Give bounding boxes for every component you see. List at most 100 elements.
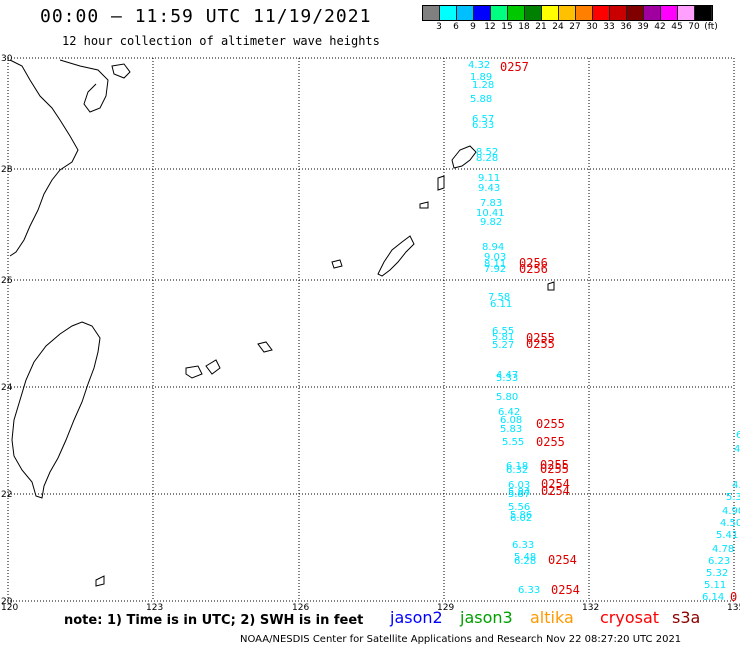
island-1 [437, 175, 445, 191]
pass-time-label: 0254 [541, 484, 570, 498]
swh-value-label: 6.33 [518, 585, 540, 596]
wave-height-map: 302826242220120123126129132135 4.321.891… [1, 54, 740, 610]
swh-value-label: 5.87 [508, 489, 530, 500]
island-4 [257, 341, 273, 353]
okinawa-island [377, 235, 415, 277]
color-swatch [474, 6, 491, 20]
swh-value-label: 5.88 [470, 94, 492, 105]
color-swatch [508, 6, 525, 20]
swh-value-label: 7.83 [480, 198, 502, 209]
pass-time-label: 0 [730, 590, 737, 604]
japan-coast-north [59, 59, 109, 113]
pass-time-label: 0256 [519, 262, 548, 276]
map-subtitle: 12 hour collection of altimeter wave hei… [62, 34, 380, 48]
yaeyama-island [205, 359, 221, 375]
swh-value-label: 5.11 [704, 580, 726, 591]
swh-value-label: 4. [734, 444, 740, 455]
swh-value-label: 4.32 [468, 60, 490, 71]
pass-time-label: 0255 [540, 462, 569, 476]
color-scale-label: 42 [654, 22, 666, 32]
color-swatch [627, 6, 644, 20]
color-scale-label: 36 [620, 22, 632, 32]
legend-item-cryosat: cryosat [600, 608, 660, 627]
swh-value-label: 4.3 [732, 480, 740, 491]
swh-value-label: 5.84 [508, 487, 530, 498]
amami-island [451, 145, 477, 169]
swh-value-label: 6.23 [708, 556, 730, 567]
pass-time-label: 0254 [548, 553, 577, 567]
swh-value-label: 5.81 [492, 332, 514, 343]
swh-value-label: 5.33 [496, 373, 518, 384]
swh-value-label: 9.11 [478, 173, 500, 184]
color-scale-label: (ft) [704, 22, 718, 32]
color-swatch [593, 6, 610, 20]
color-swatch [576, 6, 593, 20]
longitude-label: 132 [582, 603, 599, 610]
color-scale-bar [422, 5, 713, 21]
pass-time-label: 0257 [500, 60, 529, 74]
swh-value-label: 6.28 [514, 556, 536, 567]
color-swatch [457, 6, 474, 20]
swh-value-label: 6. [736, 430, 740, 441]
color-scale-label: 9 [470, 22, 476, 32]
swh-value-label: 5.27 [492, 340, 514, 351]
swh-value-label: 5.80 [496, 392, 518, 403]
swh-value-label: 6.57 [472, 114, 494, 125]
taiwan-coastline [11, 321, 101, 499]
color-scale-label: 21 [535, 22, 547, 32]
swh-value-label: 6.18 [506, 461, 528, 472]
swh-value-label: 5.86 [510, 510, 532, 521]
color-scale-label: 27 [569, 22, 581, 32]
swh-value-label: 10.41 [476, 208, 505, 219]
island-6 [547, 281, 555, 291]
swh-value-label: 6.55 [492, 326, 514, 337]
swh-value-label: 7.58 [488, 292, 510, 303]
color-scale-label: 33 [603, 22, 615, 32]
swh-value-label: 6.11 [490, 299, 512, 310]
coastlines [9, 59, 555, 587]
legend-item-altika: altika [530, 608, 574, 627]
latitude-label: 24 [1, 383, 13, 393]
swh-value-label: 5.32 [706, 568, 728, 579]
color-scale-label: 24 [552, 22, 564, 32]
swh-value-label: 5.41 [716, 530, 738, 541]
swh-value-label: 4.47 [496, 370, 518, 381]
color-scale-label: 39 [637, 22, 649, 32]
color-swatch [678, 6, 695, 20]
swh-value-label: 9.03 [484, 252, 506, 263]
longitude-label: 129 [437, 603, 454, 610]
japan-coast-west [9, 59, 79, 257]
latitude-label: 20 [1, 597, 13, 607]
swh-value-label: 1.89 [470, 72, 492, 83]
swh-value-label: 6.08 [500, 415, 522, 426]
swh-value-label: 8.28 [476, 153, 498, 164]
color-scale-label: 30 [586, 22, 598, 32]
swh-value-label: 8.52 [476, 147, 498, 158]
legend-item-jason3: jason3 [460, 608, 513, 627]
swh-track-labels: 4.321.891.28 5.88 6.57 6.33 8.528.28 9.119.43… [468, 60, 740, 604]
pass-time-label: 0254 [551, 583, 580, 597]
legend-item-jason2: jason2 [390, 608, 443, 627]
pass-time-label: 0256 [519, 256, 548, 270]
color-scale-label: 15 [501, 22, 513, 32]
swh-value-label: 5.3 [726, 492, 740, 503]
swh-value-label: 9.82 [480, 217, 502, 228]
color-swatch [542, 6, 559, 20]
swh-value-label: 6.02 [510, 513, 532, 524]
latitude-label: 22 [1, 490, 12, 500]
color-scale-label: 18 [518, 22, 530, 32]
map-title: 00:00 – 11:59 UTC 11/19/2021 [40, 6, 372, 27]
swh-value-label: 1.28 [472, 80, 494, 91]
latitude-label: 28 [1, 165, 13, 175]
color-swatch [491, 6, 508, 20]
swh-value-label: 6.33 [512, 540, 534, 551]
swh-value-label: 4.90 [722, 506, 740, 517]
swh-value-label: 5.56 [508, 502, 530, 513]
color-scale-label: 45 [671, 22, 683, 32]
swh-value-label: 8.94 [482, 242, 504, 253]
island-2 [419, 201, 429, 209]
swh-value-label: 5.48 [514, 552, 536, 563]
swh-value-label: 9.43 [478, 183, 500, 194]
swh-value-label: 7.92 [484, 264, 506, 275]
